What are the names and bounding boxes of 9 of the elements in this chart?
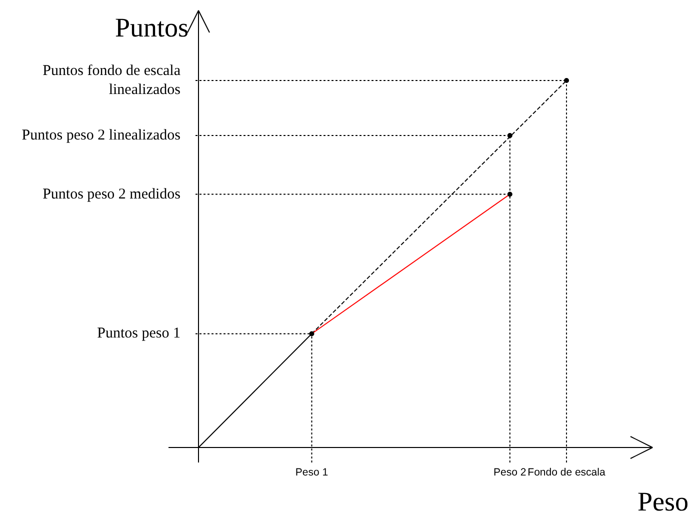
y-axis-title: Puntos	[114, 12, 189, 42]
x-tick-label: Fondo de escala	[528, 466, 606, 478]
x-axis-title: Peso	[637, 486, 689, 516]
ref-line-label: Puntos peso 2 medidos	[42, 186, 181, 202]
x-tick-label: Peso 1	[295, 466, 328, 478]
ref-line-label: Puntos peso 2 linealizados	[22, 128, 181, 144]
ref-line-label: Puntos peso 1	[97, 326, 180, 342]
x-tick-label: Peso 2	[494, 466, 526, 478]
ref-line-label: Puntos fondo de escala linealizados	[42, 62, 181, 98]
